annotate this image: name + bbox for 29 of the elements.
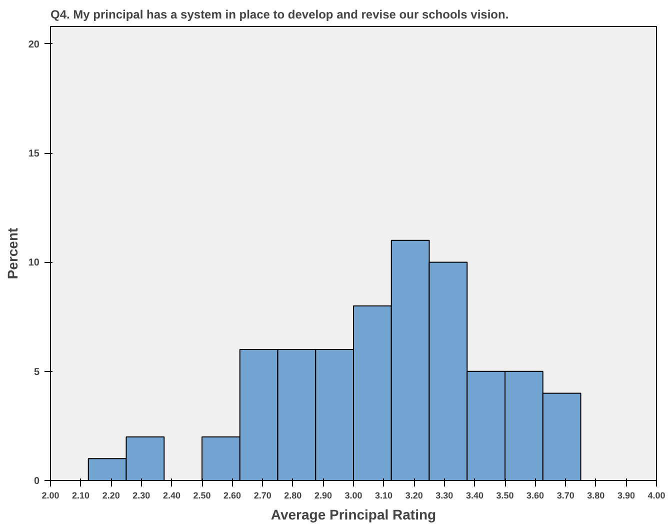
x-tick-label: 2.10 — [72, 490, 90, 500]
x-tick-label: 2.20 — [102, 490, 120, 500]
x-tick-label: 2.30 — [132, 490, 150, 500]
y-tick-label: 15 — [28, 148, 40, 160]
x-tick-label: 3.10 — [375, 490, 393, 500]
x-tick-label: 2.50 — [193, 490, 211, 500]
x-tick-label: 2.80 — [284, 490, 302, 500]
x-tick-label: 2.00 — [42, 490, 60, 500]
y-tick-label: 10 — [28, 258, 40, 269]
x-tick-label: 2.70 — [254, 490, 272, 500]
x-tick-label: 3.00 — [344, 490, 362, 500]
y-tick-label: 5 — [34, 366, 40, 378]
x-tick-label: 2.90 — [314, 490, 332, 500]
x-tick-label: 3.80 — [587, 490, 605, 500]
x-tick-label: 3.30 — [436, 490, 454, 500]
x-tick-label: 4.00 — [648, 490, 666, 500]
x-tick-label: 3.90 — [617, 490, 635, 500]
y-tick-label: 0 — [34, 476, 40, 487]
x-tick-label: 2.60 — [224, 490, 242, 500]
x-tick-label: 2.40 — [162, 490, 180, 500]
y-axis-title: Percent — [4, 227, 20, 280]
x-tick-label: 3.20 — [405, 490, 423, 500]
x-tick-label: 3.60 — [526, 490, 544, 500]
chart-title: Q4. My principal has a system in place to develop and revise our schools vision. — [50, 8, 509, 22]
x-tick-label: 3.40 — [466, 490, 484, 500]
x-axis-title: Average Principal Rating — [270, 506, 436, 522]
y-tick-label: 20 — [28, 39, 40, 50]
x-tick-label: 3.70 — [556, 490, 574, 500]
x-tick-label: 3.50 — [496, 490, 514, 500]
